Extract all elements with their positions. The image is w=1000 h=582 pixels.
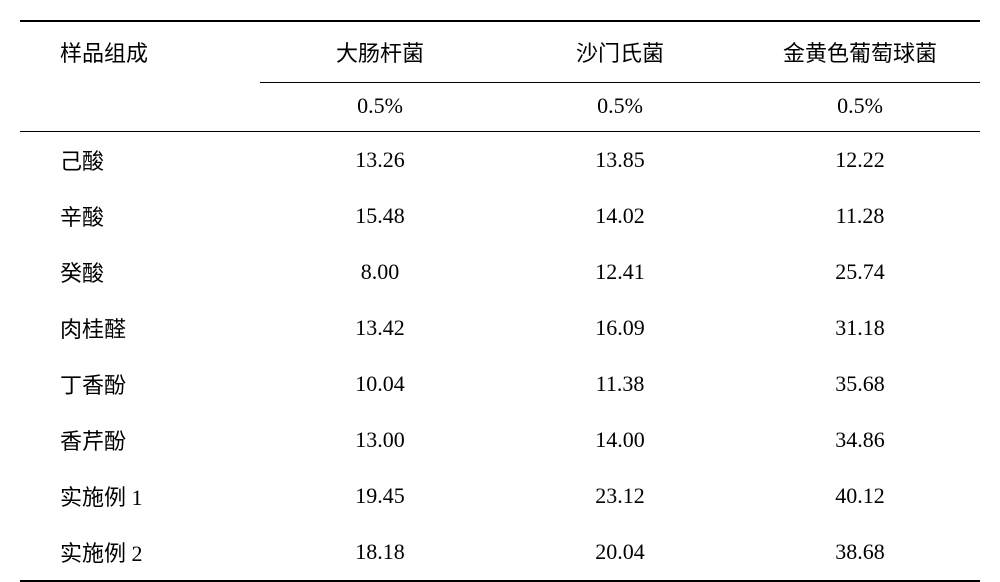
row-sample-label: 癸酸 — [20, 244, 260, 300]
row-salmonella-value: 12.41 — [500, 244, 740, 300]
row-sample-label: 辛酸 — [20, 188, 260, 244]
subheader-ecoli: 0.5% — [260, 83, 500, 132]
row-sample-label: 丁香酚 — [20, 356, 260, 412]
row-ecoli-value: 13.26 — [260, 132, 500, 189]
row-ecoli-value: 13.42 — [260, 300, 500, 356]
table-row: 丁香酚 10.04 11.38 35.68 — [20, 356, 980, 412]
row-salmonella-value: 14.02 — [500, 188, 740, 244]
table-row: 实施例 1 19.45 23.12 40.12 — [20, 468, 980, 524]
row-salmonella-value: 11.38 — [500, 356, 740, 412]
row-sample-label: 实施例 2 — [20, 524, 260, 581]
row-sample-label: 己酸 — [20, 132, 260, 189]
row-staph-value: 25.74 — [740, 244, 980, 300]
row-ecoli-value: 19.45 — [260, 468, 500, 524]
table-subheader-row: 0.5% 0.5% 0.5% — [20, 83, 980, 132]
row-sample-label: 实施例 1 — [20, 468, 260, 524]
col-header-salmonella: 沙门氏菌 — [500, 21, 740, 83]
row-ecoli-value: 15.48 — [260, 188, 500, 244]
row-ecoli-value: 18.18 — [260, 524, 500, 581]
col-header-ecoli: 大肠杆菌 — [260, 21, 500, 83]
row-staph-value: 35.68 — [740, 356, 980, 412]
row-ecoli-value: 10.04 — [260, 356, 500, 412]
row-staph-value: 11.28 — [740, 188, 980, 244]
row-staph-value: 12.22 — [740, 132, 980, 189]
subheader-staph: 0.5% — [740, 83, 980, 132]
col-header-sample: 样品组成 — [20, 21, 260, 83]
subheader-salmonella: 0.5% — [500, 83, 740, 132]
row-ecoli-value: 8.00 — [260, 244, 500, 300]
table-row: 实施例 2 18.18 20.04 38.68 — [20, 524, 980, 581]
row-ecoli-value: 13.00 — [260, 412, 500, 468]
subheader-blank — [20, 83, 260, 132]
row-staph-value: 31.18 — [740, 300, 980, 356]
data-table: 样品组成 大肠杆菌 沙门氏菌 金黄色葡萄球菌 0.5% 0.5% 0.5% 己酸… — [20, 20, 980, 582]
row-sample-label: 香芹酚 — [20, 412, 260, 468]
row-salmonella-value: 13.85 — [500, 132, 740, 189]
table-row: 己酸 13.26 13.85 12.22 — [20, 132, 980, 189]
row-sample-label: 肉桂醛 — [20, 300, 260, 356]
row-salmonella-value: 16.09 — [500, 300, 740, 356]
row-salmonella-value: 23.12 — [500, 468, 740, 524]
row-staph-value: 40.12 — [740, 468, 980, 524]
row-salmonella-value: 20.04 — [500, 524, 740, 581]
table-row: 肉桂醛 13.42 16.09 31.18 — [20, 300, 980, 356]
row-staph-value: 38.68 — [740, 524, 980, 581]
table-row: 辛酸 15.48 14.02 11.28 — [20, 188, 980, 244]
col-header-staph: 金黄色葡萄球菌 — [740, 21, 980, 83]
row-salmonella-value: 14.00 — [500, 412, 740, 468]
table-row: 癸酸 8.00 12.41 25.74 — [20, 244, 980, 300]
row-staph-value: 34.86 — [740, 412, 980, 468]
table-header-row: 样品组成 大肠杆菌 沙门氏菌 金黄色葡萄球菌 — [20, 21, 980, 83]
table-row: 香芹酚 13.00 14.00 34.86 — [20, 412, 980, 468]
